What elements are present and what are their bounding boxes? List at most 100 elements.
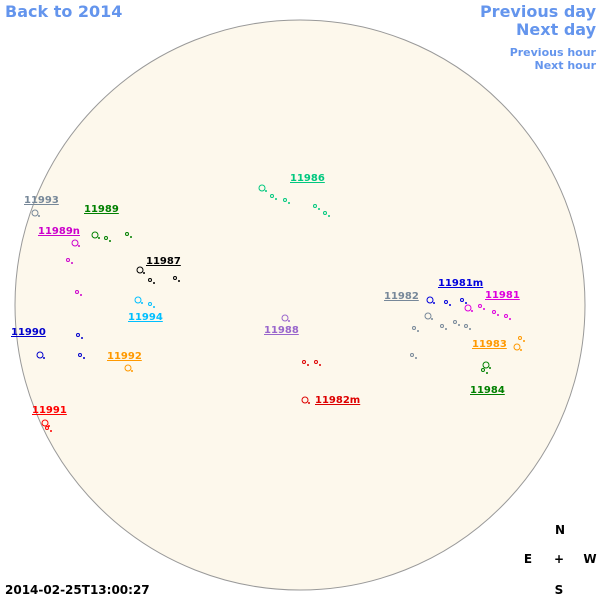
sunspot-dot xyxy=(130,236,132,238)
region-link[interactable]: 11993 xyxy=(24,195,59,206)
sunspot-dot xyxy=(523,340,525,342)
sunspot-dot xyxy=(433,302,435,304)
sunspot xyxy=(148,302,152,306)
sunspot-dot xyxy=(109,240,111,242)
sunspot xyxy=(504,314,508,318)
sunspot xyxy=(45,426,49,430)
sunspot xyxy=(314,360,318,364)
region-link[interactable]: 11990 xyxy=(11,327,46,338)
sunspot xyxy=(444,300,448,304)
sunspot xyxy=(76,333,80,337)
compass-south: S xyxy=(555,583,564,597)
region-link[interactable]: 11989 xyxy=(84,204,119,215)
sunspot xyxy=(482,361,490,369)
region-link[interactable]: 11992 xyxy=(107,351,142,362)
sunspot xyxy=(71,239,79,247)
sunspot xyxy=(313,204,317,208)
previous-hour-link[interactable]: Previous hour xyxy=(510,46,597,59)
sunspot xyxy=(426,296,434,304)
sunspot xyxy=(270,194,274,198)
region-link[interactable]: 11987 xyxy=(146,256,181,267)
sunspot xyxy=(134,296,142,304)
sunspot-dot xyxy=(471,310,473,312)
sunspot xyxy=(281,314,289,322)
sunspot xyxy=(518,336,522,340)
sunspot-dot xyxy=(265,190,267,192)
region-link[interactable]: 11984 xyxy=(470,385,505,396)
sunspot xyxy=(464,304,472,312)
sunspot xyxy=(323,211,327,215)
sunspot xyxy=(492,310,496,314)
sunspot-dot xyxy=(497,314,499,316)
sunspot xyxy=(283,198,287,202)
compass-center: + xyxy=(554,552,564,566)
sunspot-dot xyxy=(328,215,330,217)
compass-east: E xyxy=(524,552,532,566)
sunspot-dot xyxy=(486,372,488,374)
region-link[interactable]: 11982 xyxy=(384,291,419,302)
sunspot xyxy=(513,343,521,351)
previous-day-link[interactable]: Previous day xyxy=(480,2,597,21)
sunspot xyxy=(424,312,432,320)
sunspot-dot xyxy=(153,306,155,308)
sunspot-dot xyxy=(288,202,290,204)
sunspot-dot xyxy=(81,337,83,339)
sunspot-dot xyxy=(449,304,451,306)
compass-west: W xyxy=(583,552,596,566)
sunspot-dot xyxy=(78,245,80,247)
sunspot xyxy=(173,276,177,280)
sunspot xyxy=(440,324,444,328)
next-day-link[interactable]: Next day xyxy=(516,20,597,39)
sunspot-dot xyxy=(178,280,180,282)
sunspot-dot xyxy=(308,402,310,404)
sunspot-dot xyxy=(445,328,447,330)
sunspot-dot xyxy=(469,328,471,330)
sunspot-dot xyxy=(80,294,82,296)
solar-disk xyxy=(14,19,586,591)
sunspot xyxy=(91,231,99,239)
region-link[interactable]: 11989n xyxy=(38,226,80,237)
sunspot-dot xyxy=(307,364,309,366)
sunspot xyxy=(78,353,82,357)
sunspot xyxy=(136,266,144,274)
sunspot xyxy=(302,360,306,364)
sunspot-dot xyxy=(318,208,320,210)
sunspot xyxy=(66,258,70,262)
region-link[interactable]: 11988 xyxy=(264,325,299,336)
sunspot xyxy=(412,326,416,330)
next-hour-link[interactable]: Next hour xyxy=(535,59,597,72)
sunspot xyxy=(31,209,39,217)
sunspot xyxy=(258,184,266,192)
sunspot-dot xyxy=(38,215,40,217)
region-link[interactable]: 11986 xyxy=(290,173,325,184)
sunspot-dot xyxy=(48,425,50,427)
sunspot xyxy=(148,278,152,282)
sunspot xyxy=(36,351,44,359)
sunspot-dot xyxy=(98,237,100,239)
sunspot-dot xyxy=(319,364,321,366)
sunspot-dot xyxy=(483,308,485,310)
sunspot-dot xyxy=(83,357,85,359)
sunspot-dot xyxy=(417,330,419,332)
region-link[interactable]: 11981m xyxy=(438,278,483,289)
sunspot-dot xyxy=(415,357,417,359)
sunspot xyxy=(124,364,132,372)
region-link[interactable]: 11991 xyxy=(32,405,67,416)
sunspot-dot xyxy=(141,302,143,304)
sunspot xyxy=(481,368,485,372)
sunspot-dot xyxy=(288,320,290,322)
sunspot-dot xyxy=(143,272,145,274)
region-link[interactable]: 11981 xyxy=(485,290,520,301)
back-link[interactable]: Back to 2014 xyxy=(5,2,122,21)
sunspot-dot xyxy=(43,357,45,359)
sunspot xyxy=(125,232,129,236)
compass-north: N xyxy=(555,523,565,537)
region-link[interactable]: 11983 xyxy=(472,339,507,350)
sunspot-dot xyxy=(50,430,52,432)
region-link[interactable]: 11982m xyxy=(315,395,360,406)
region-link[interactable]: 11994 xyxy=(128,312,163,323)
sunspot xyxy=(410,353,414,357)
sunspot-dot xyxy=(71,262,73,264)
